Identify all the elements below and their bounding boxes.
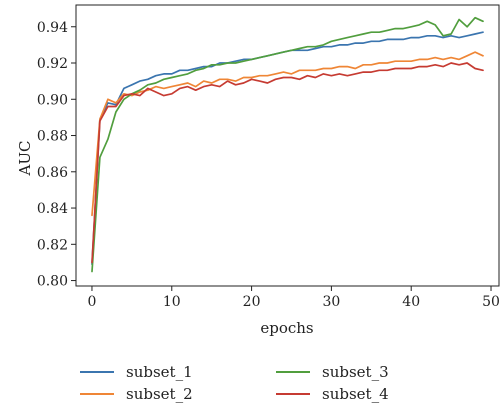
x-tick-label: 30 xyxy=(322,294,340,310)
x-tick-label: 20 xyxy=(243,294,261,310)
x-tick-label: 50 xyxy=(482,294,500,310)
series-line-subset_2 xyxy=(91,51,484,217)
x-axis-ticks: 0 10 20 30 40 50 xyxy=(88,286,500,310)
legend-label-subset_3: subset_3 xyxy=(322,363,389,381)
x-tick-label: 40 xyxy=(402,294,420,310)
legend-label-subset_1: subset_1 xyxy=(126,363,193,381)
series-line-subset_3 xyxy=(91,16,484,273)
y-tick-label: 0.80 xyxy=(37,274,68,290)
y-tick-label: 0.94 xyxy=(37,20,68,36)
x-tick-label: 10 xyxy=(163,294,181,310)
y-tick-label: 0.84 xyxy=(37,201,68,217)
y-tick-label: 0.86 xyxy=(37,165,68,181)
legend-label-subset_4: subset_4 xyxy=(322,385,389,403)
legend: subset_1 subset_2 subset_3 subset_4 xyxy=(80,363,389,403)
y-tick-label: 0.92 xyxy=(37,56,68,72)
y-tick-label: 0.82 xyxy=(37,237,68,253)
legend-label-subset_2: subset_2 xyxy=(126,385,193,403)
y-tick-label: 0.90 xyxy=(37,92,68,108)
x-tick-label: 0 xyxy=(88,294,97,310)
y-axis-label: AUC xyxy=(16,141,34,177)
series-line-subset_4 xyxy=(91,62,484,264)
y-axis-ticks: 0.80 0.82 0.84 0.86 0.88 0.90 0.92 0.94 xyxy=(37,20,76,290)
x-axis-label: epochs xyxy=(260,319,313,337)
plot-border xyxy=(75,4,500,287)
y-tick-label: 0.88 xyxy=(37,129,68,145)
plot-area xyxy=(75,4,500,287)
series-lines xyxy=(91,16,484,273)
